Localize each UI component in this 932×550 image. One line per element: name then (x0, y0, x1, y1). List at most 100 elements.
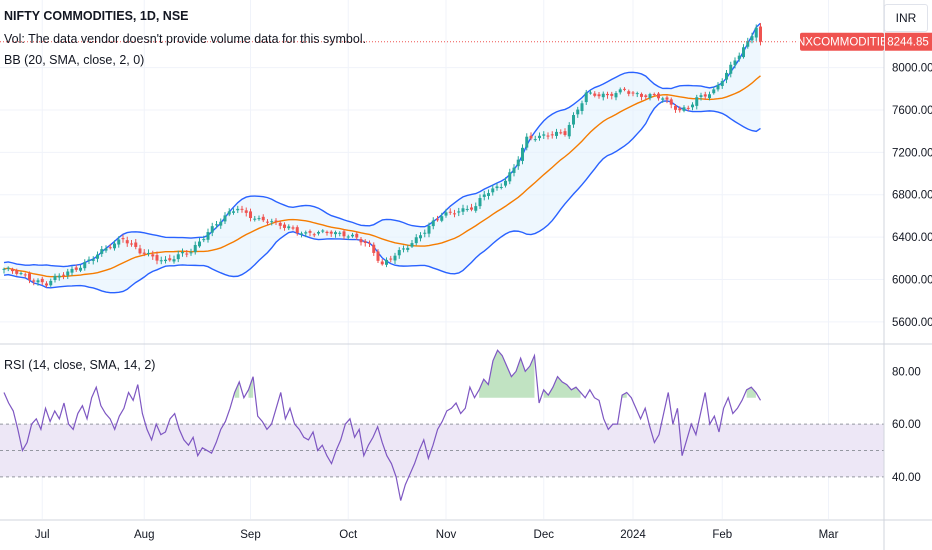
rsi-legend[interactable]: RSI (14, close, SMA, 14, 2) (4, 358, 156, 372)
candle-body (742, 47, 745, 58)
candle-body (223, 215, 227, 222)
candle-body (427, 225, 431, 234)
candle-body (23, 274, 27, 276)
candle-body (720, 81, 724, 86)
candle-body (589, 92, 592, 94)
candle-body (104, 248, 108, 251)
candle-body (457, 211, 461, 213)
bb-upper-line (3, 22, 761, 268)
candle-body (521, 147, 524, 161)
candle-body (750, 36, 754, 41)
candle-body (669, 99, 673, 105)
candle-body (631, 92, 635, 94)
candle-body (389, 258, 393, 260)
candle-body (215, 224, 218, 226)
candle-body (142, 252, 146, 254)
candle-body (380, 261, 384, 265)
x-tick-label: Sep (240, 529, 260, 541)
candle-body (329, 231, 333, 234)
candle-body (193, 245, 197, 253)
x-tick-label: Aug (134, 529, 154, 541)
rsi-overbought-fill (543, 376, 581, 398)
candle-body (444, 212, 448, 216)
candle-body (618, 89, 622, 93)
candle-body (754, 27, 758, 38)
candle-body (716, 84, 720, 90)
candle-body (593, 93, 597, 96)
candle-body (419, 235, 422, 239)
candle-body (563, 131, 567, 135)
candle-body (576, 109, 580, 115)
candle-body (261, 216, 265, 221)
candle-body (686, 107, 690, 109)
symbol-title[interactable]: NIFTY COMMODITIES, 1D, NSE (4, 9, 189, 23)
candle-body (372, 244, 376, 253)
candle-body (308, 231, 312, 233)
candle-body (351, 234, 354, 237)
candle-body (695, 97, 699, 106)
candle-body (164, 259, 167, 262)
candle-body (376, 251, 380, 261)
candle-body (74, 267, 78, 270)
candle-body (703, 94, 707, 97)
candle-body (202, 239, 206, 241)
bb-lower-line (3, 100, 761, 294)
rsi-tick-label: 40.00 (892, 472, 921, 484)
candle-body (159, 260, 163, 262)
candle-body (567, 124, 571, 137)
candle-body (478, 198, 482, 207)
candle-body (300, 233, 303, 235)
candle-body (623, 88, 626, 90)
candle-body (678, 108, 682, 111)
rsi-line (3, 349, 762, 501)
candle-body (232, 211, 235, 213)
candle-body (461, 208, 465, 212)
candle-body (236, 208, 240, 211)
candle-body (580, 103, 584, 112)
x-tick-label: Nov (436, 529, 457, 541)
candle-body (470, 207, 473, 210)
candle-body (6, 267, 10, 269)
candle-body (62, 274, 65, 276)
candle-body (572, 115, 575, 125)
candle-body (504, 180, 507, 186)
candle-body (325, 231, 329, 234)
candle-body (635, 93, 639, 95)
candle-body (36, 280, 40, 283)
candle-body (550, 134, 554, 136)
candle-body (661, 98, 665, 100)
candle-body (691, 104, 694, 108)
candle-body (385, 259, 388, 265)
candle-body (657, 93, 660, 99)
candle-body (2, 268, 6, 270)
candle-body (542, 134, 546, 136)
candle-body (725, 72, 728, 80)
candle-body (79, 267, 82, 271)
bollinger-bands (3, 22, 761, 294)
rsi-panel (0, 349, 884, 501)
candle-body (648, 94, 652, 99)
candle-body (270, 221, 274, 223)
candle-body (729, 64, 733, 74)
rsi-overbought-fill (746, 387, 756, 398)
candle-body (91, 259, 95, 261)
candle-body (440, 216, 444, 221)
candle-body (555, 131, 558, 136)
candle-body (533, 139, 537, 141)
candle-body (168, 258, 172, 261)
candle-body (189, 252, 193, 254)
candle-body (414, 237, 418, 244)
candle-body (321, 230, 325, 232)
symbol-tag-bg (800, 32, 884, 51)
candle-body (66, 271, 70, 276)
candle-body (601, 93, 605, 98)
candle-body (448, 211, 452, 213)
candle-body (759, 26, 762, 42)
x-tick-label: Mar (819, 529, 839, 541)
candle-body (334, 232, 337, 235)
bollinger-legend[interactable]: BB (20, SMA, close, 2, 0) (4, 53, 145, 67)
rsi-overbought-fill (248, 376, 254, 398)
currency-button[interactable]: INR (884, 4, 928, 32)
candle-body (49, 280, 53, 286)
